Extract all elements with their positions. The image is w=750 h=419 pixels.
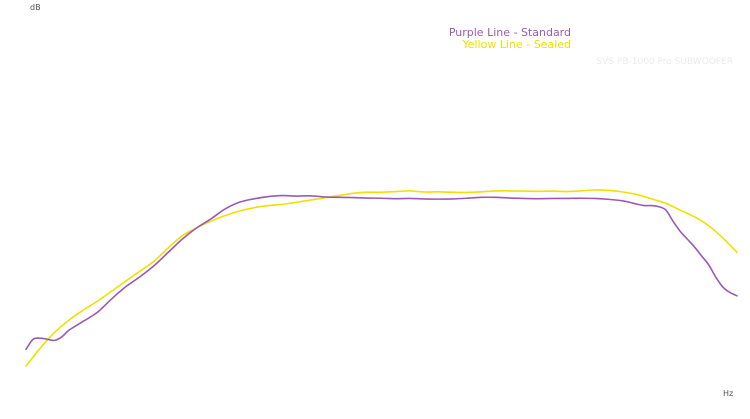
legend-entry-sealed: Yellow Line - Sealed — [461, 38, 571, 51]
y-axis-label: dB — [30, 3, 41, 12]
chart-title: SVS PB-1000 Pro SUBWOOFER — [596, 57, 733, 67]
x-axis-label: Hz — [723, 389, 733, 398]
series-line-standard — [25, 194, 738, 351]
series-line-sealed — [25, 189, 738, 367]
legend-entry-standard: Purple Line - Standard — [449, 26, 571, 39]
series-layer — [25, 189, 738, 367]
